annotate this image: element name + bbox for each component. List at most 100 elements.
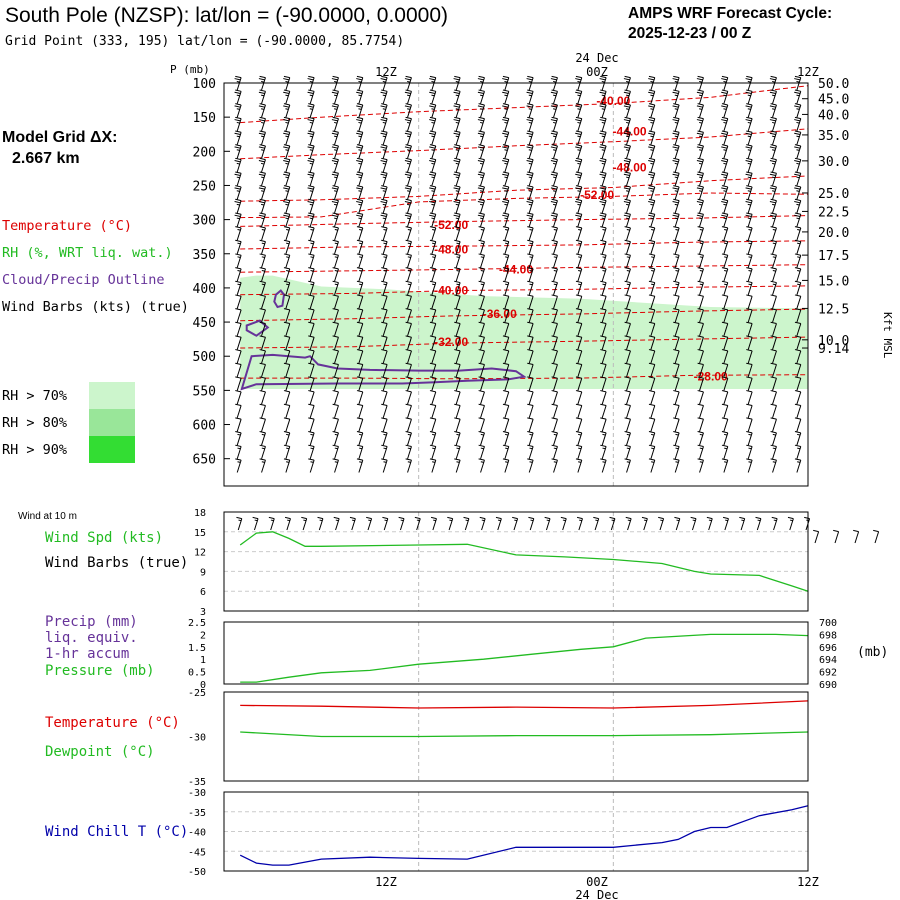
wind-barb	[381, 376, 388, 391]
wind-barb	[308, 376, 315, 391]
wind-barb	[697, 280, 704, 296]
temperature-line	[240, 700, 809, 709]
wind-barb	[381, 335, 388, 350]
surface-wind-barb	[398, 516, 405, 531]
y-tick-label: 2	[200, 630, 206, 641]
wind-barb	[259, 226, 266, 241]
wind-barb	[331, 157, 339, 173]
wind-barb	[648, 75, 656, 91]
wind-barb	[624, 335, 631, 350]
y-tick-label: -35	[188, 777, 206, 788]
wind-barb	[550, 144, 558, 159]
wind-barb	[454, 376, 461, 391]
wind-barb	[746, 431, 753, 446]
wind-barb	[672, 103, 680, 118]
wind-barb	[308, 226, 315, 241]
wind-barb	[696, 144, 704, 159]
wind-barb	[235, 390, 242, 405]
wind-barb	[453, 185, 461, 200]
wind-barb	[599, 103, 607, 118]
wind-barb	[429, 185, 437, 200]
wind-barb	[502, 376, 510, 391]
wind-barb	[770, 403, 777, 419]
pressure-tick-label: 300	[193, 214, 216, 229]
pressure-tick-label: 650	[193, 453, 216, 468]
top-tick-00z: 00Z	[586, 65, 608, 79]
wind-barb	[550, 212, 558, 227]
wind-barb	[673, 458, 680, 473]
wind-barb	[745, 116, 753, 132]
wind-barb	[673, 390, 680, 405]
wind-barb	[259, 376, 266, 391]
wind-barb	[454, 253, 461, 268]
wind-barb	[453, 75, 461, 91]
wind-barb	[746, 226, 753, 241]
wind-barb	[258, 212, 266, 227]
wind-barb	[404, 130, 412, 145]
surface-wind-barb	[382, 516, 389, 531]
wind-barb	[454, 431, 461, 446]
wind-barb	[235, 267, 242, 282]
y-tick-label: -50	[188, 867, 206, 878]
y-tick-label: 18	[194, 508, 206, 519]
wind-barb	[623, 116, 631, 132]
wind-barb	[381, 239, 388, 255]
wind-barb	[551, 349, 558, 364]
pressure-tick-label: 450	[193, 316, 216, 331]
top-tick-12z-b: 12Z	[797, 65, 819, 79]
wind-barb	[478, 403, 485, 419]
wind-barb	[696, 103, 704, 118]
wind-barb	[454, 239, 461, 255]
wind-barb	[404, 144, 412, 159]
wind-barb	[575, 444, 583, 459]
wind-barb	[453, 103, 461, 118]
wind-barb	[623, 212, 631, 227]
wind-barb	[381, 280, 388, 296]
wind-barb	[502, 335, 510, 350]
wind-barb	[794, 75, 802, 91]
wind-barb	[308, 335, 315, 350]
wind-barb	[746, 294, 753, 309]
wind-barb	[332, 321, 339, 337]
surface-wind-barb	[512, 516, 519, 531]
wind-barb	[404, 89, 412, 104]
y-tick-label: 1.5	[188, 643, 206, 654]
wind-barb	[259, 294, 266, 309]
wind-barb	[794, 458, 802, 473]
wind-barb	[648, 403, 656, 419]
wind-barb	[356, 376, 364, 391]
wind-barb	[356, 267, 364, 282]
wind-barb	[769, 198, 777, 214]
wind-barb	[356, 103, 364, 118]
wind-barb	[234, 75, 242, 91]
wind-barb	[770, 321, 777, 337]
temperature-contour	[240, 285, 809, 296]
wind-barb	[600, 239, 607, 255]
wind-barb	[283, 157, 291, 173]
wind-barb	[648, 349, 656, 364]
wind-barb	[478, 280, 485, 296]
wind-barb	[697, 321, 704, 337]
wind-barb	[624, 431, 631, 446]
wind-barb	[307, 75, 315, 91]
wind-barb	[331, 171, 339, 186]
wind-barb	[454, 403, 461, 419]
wind-barb	[745, 103, 753, 118]
wind-barb	[380, 212, 388, 227]
wind-barb	[697, 417, 704, 432]
surface-wind-barb	[447, 516, 454, 531]
wind-barb	[429, 198, 437, 214]
wind-barb	[527, 280, 534, 296]
wind-barb	[551, 376, 558, 391]
wind-barb	[283, 171, 291, 186]
wind-barb	[624, 239, 631, 255]
wind-barb	[477, 171, 485, 186]
y-tick-label: 1	[200, 655, 206, 666]
wind-barb	[235, 444, 242, 459]
wind-barb	[405, 321, 412, 337]
wind-barb	[673, 253, 680, 268]
wind-barb	[259, 431, 266, 446]
wind-barb	[235, 349, 242, 364]
wind-barb	[769, 144, 777, 159]
wind-barb	[769, 171, 777, 186]
